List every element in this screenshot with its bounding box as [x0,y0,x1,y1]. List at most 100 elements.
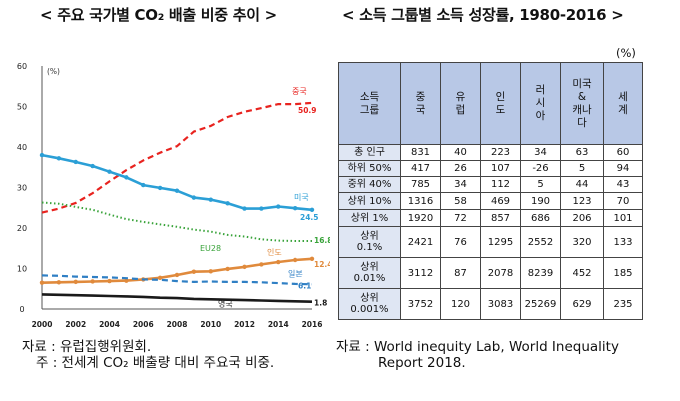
column-header-line: 중 [415,90,426,103]
table-cell: 2552 [520,226,561,258]
column-header-line: & [577,90,587,103]
left-chart-title: < 주요 국가별 CO₂ 배출 비중 추이 > [40,6,277,24]
table-cell: 43 [603,176,643,193]
column-header-line: 미국 [572,77,592,90]
row-label: 상위 10% [338,192,401,210]
series-point-1 [90,163,95,169]
row-label: 상위 0.01% [338,257,401,289]
table-header-first-line: 그룹 [359,103,380,116]
series-point-3 [157,275,163,281]
series-point-1 [191,195,197,200]
table-cell: 76 [440,226,481,258]
series-name-label: EU28 [200,244,221,253]
table-cell: 5 [520,176,561,193]
x-tick-label: 2002 [65,320,86,329]
x-tick-label: 2016 [302,320,323,329]
series-point-3 [124,278,129,283]
series-point-1 [225,201,230,206]
table-cell: 63 [560,144,604,161]
table-cell: 40 [440,144,481,161]
series-end-value: 6.1 [298,281,311,290]
table-cell: 87 [440,257,481,289]
row-label-line: 중위 40% [347,179,392,190]
series-line-0 [41,101,313,214]
table-cell: 8239 [520,257,561,289]
table-cell: 452 [560,257,604,289]
table-row: 상위 0.01% 3112 87 2078 8239 452 185 [338,257,643,289]
row-label-line: 상위 1% [350,212,389,224]
table-header-row: 소득 그룹 중 국 유 럽 인 도 러 시 아 미국 & 캐나 다 세 계 [338,62,643,145]
table-cell: 3752 [400,288,441,320]
series-point-1 [124,175,129,180]
table-cell: 26 [440,160,481,177]
row-label: 상위 1% [338,209,401,227]
table-cell: 417 [400,160,441,177]
table-cell: 1316 [400,192,441,210]
series-point-3 [208,269,213,274]
table-cell: 107 [480,160,521,177]
series-point-1 [208,197,213,202]
row-label-line: 상위 [360,231,379,242]
x-tick-label: 2012 [234,320,255,329]
table-cell: 686 [520,209,561,227]
row-label-line: 상위 [360,293,379,304]
x-tick-label: 2010 [200,320,221,329]
table-row: 상위 10% 1316 58 469 190 123 70 [338,192,643,210]
table-cell: 34 [440,176,481,193]
income-growth-table: 소득 그룹 중 국 유 럽 인 도 러 시 아 미국 & 캐나 다 세 계 총 인구 831 40 223 34 63 60… [338,62,643,320]
series-point-1 [73,159,78,165]
series-point-1 [292,205,298,211]
series-end-value: 1.8 [314,299,327,308]
y-tick-label: 20 [17,224,27,233]
x-tick-label: 2014 [268,320,289,329]
series-line-2 [41,201,312,242]
y-tick-label: 60 [17,62,27,71]
column-header-line: 다 [577,116,587,129]
table-cell: 58 [440,192,481,210]
series-name-label: 일본 [288,269,303,278]
table-cell: 72 [440,209,481,227]
right-table-title: < 소득 그룹별 소득 성장률, 1980-2016 > [342,6,624,24]
series-name-label: 인도 [267,247,282,257]
table-cell: 70 [603,192,643,210]
right-source-line1: 자료 : World inequity Lab, World Inequalit… [336,339,619,355]
table-cell: 44 [560,176,604,193]
row-label-line: 0.01% [353,273,386,284]
table-cell: 5 [560,160,604,177]
table-cell: 235 [603,288,643,320]
row-label-line: 0.1% [356,242,383,253]
co2-share-line-chart: (%) 0 10 20 30 40 50 60 2000 2002 2004 2006 2008 20… [17,62,330,329]
series-end-value: 24.5 [300,213,319,222]
table-cell: 223 [480,144,521,161]
table-cell: 469 [480,192,521,210]
table-cell: 190 [520,192,561,210]
y-tick-label: 10 [17,265,27,274]
series-point-1 [309,207,315,212]
table-cell: 101 [603,209,643,227]
series-point-3 [225,266,230,272]
series-point-3 [309,256,315,261]
table-cell: 1295 [480,226,521,258]
table-cell: 2078 [480,257,521,289]
series-point-1 [107,169,112,174]
series-point-1 [39,152,45,158]
table-cell: 831 [400,144,441,161]
series-line-3 [41,257,313,284]
table-cell: 629 [560,288,604,320]
series-point-3 [259,262,264,267]
series-point-3 [276,259,281,265]
series-point-3 [39,280,45,285]
right-source-line2: Report 2018. [378,355,466,371]
column-header-line: 인 [495,90,506,103]
table-cell: 206 [560,209,604,227]
row-label: 상위 0.1% [338,226,401,258]
y-tick-label: 50 [17,103,27,112]
table-header-first: 소득 그룹 [338,62,401,145]
series-name-label: 중국 [292,87,307,96]
series-point-3 [73,279,78,285]
column-header-line: 도 [495,103,506,116]
row-label-line: 하위 50% [347,163,392,174]
table-cell: 185 [603,257,643,289]
table-cell: 25269 [520,288,561,320]
